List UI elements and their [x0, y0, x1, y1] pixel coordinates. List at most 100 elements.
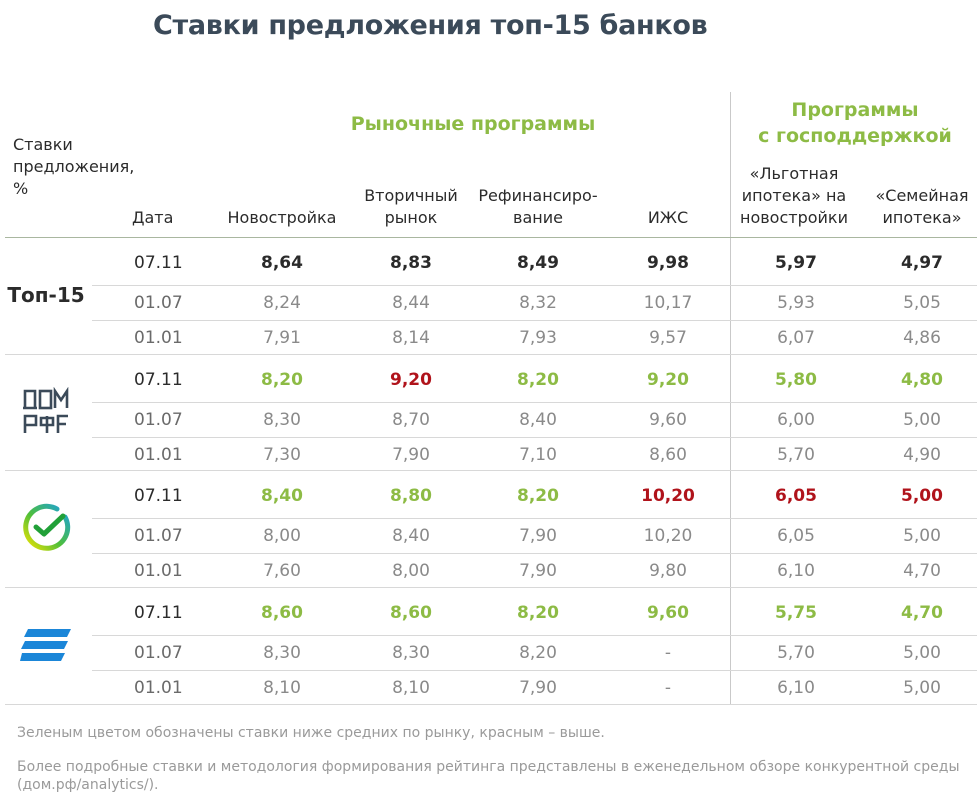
- table-top-line: [5, 237, 977, 238]
- gov-programs-header-line1: Программы: [791, 99, 919, 121]
- rate-cell: 8,60: [649, 445, 687, 465]
- rate-cell: 9,20: [647, 370, 689, 390]
- rate-cell: 5,93: [777, 293, 815, 313]
- rate-cell: 8,10: [392, 678, 430, 698]
- rate-cell: 7,10: [519, 445, 557, 465]
- row-divider: [92, 285, 977, 286]
- row-label-line1: Ставки: [13, 135, 73, 154]
- row-divider: [92, 320, 977, 321]
- rate-cell: 4,70: [903, 561, 941, 581]
- table-bottom-line: [5, 704, 977, 705]
- row-date: 01.07: [134, 643, 183, 663]
- rate-cell: 9,57: [649, 328, 687, 348]
- row-divider: [92, 402, 977, 403]
- vtb-logo-icon: [5, 617, 87, 673]
- col-secondary-line2: рынок: [384, 208, 438, 227]
- rate-cell: 5,70: [777, 643, 815, 663]
- row-divider: [92, 553, 977, 554]
- rate-cell: 7,90: [519, 561, 557, 581]
- col-izhs: ИЖС: [647, 208, 689, 227]
- rate-cell: 10,17: [643, 293, 693, 313]
- row-label-line2: предложения,: [13, 157, 135, 176]
- row-label-line3: %: [13, 179, 29, 198]
- col-family: «Семейная ипотека»: [866, 185, 977, 229]
- rate-cell: 5,00: [903, 526, 941, 546]
- rate-cell: 8,40: [261, 486, 303, 506]
- header-divider: [730, 92, 731, 242]
- row-date: 01.01: [134, 678, 183, 698]
- rate-cell: 8,00: [263, 526, 301, 546]
- rate-cell: 5,00: [903, 678, 941, 698]
- rate-cell: 5,75: [775, 603, 817, 623]
- rate-cell: 8,20: [517, 603, 559, 623]
- rate-cell: 8,20: [519, 643, 557, 663]
- vtb-logo-svg: [20, 629, 71, 661]
- rate-cell: 8,44: [392, 293, 430, 313]
- rate-cell: 5,05: [903, 293, 941, 313]
- row-date: 01.07: [134, 293, 183, 313]
- rate-cell: 8,24: [263, 293, 301, 313]
- row-date: 01.07: [134, 526, 183, 546]
- rate-cell: 8,49: [517, 253, 559, 273]
- col-refinancing-line1: Рефинансиро-: [478, 186, 598, 205]
- rate-cell: 8,10: [263, 678, 301, 698]
- row-divider: [92, 518, 977, 519]
- more-info-line2: (дом.рф/analytics/).: [17, 777, 159, 793]
- rate-cell: 6,05: [777, 526, 815, 546]
- rate-cell: 5,00: [903, 410, 941, 430]
- dom-rf-logo-icon: [5, 384, 87, 440]
- rate-cell: 8,14: [392, 328, 430, 348]
- rate-cell: 10,20: [641, 486, 695, 506]
- col-secondary: Вторичный рынок: [356, 185, 466, 229]
- rate-cell: 8,30: [263, 410, 301, 430]
- rate-cell: 8,80: [390, 486, 432, 506]
- col-refinancing: Рефинансиро- вание: [470, 185, 606, 229]
- rate-cell: 10,20: [643, 526, 693, 546]
- rate-cell: 4,97: [901, 253, 943, 273]
- rate-cell: 8,32: [519, 293, 557, 313]
- rate-cell: 8,20: [261, 370, 303, 390]
- row-date: 07.11: [134, 603, 183, 623]
- row-date: 07.11: [134, 370, 183, 390]
- rate-cell: 8,60: [390, 603, 432, 623]
- col-refinancing-line2: вание: [513, 208, 563, 227]
- rate-cell: 9,80: [649, 561, 687, 581]
- sber-logo-svg: [23, 503, 71, 551]
- row-date: 07.11: [134, 253, 183, 273]
- rate-cell: 8,00: [392, 561, 430, 581]
- rate-cell: 6,10: [777, 561, 815, 581]
- market-programs-header: Рыночные программы: [350, 113, 596, 135]
- top15-label: Топ-15: [5, 267, 87, 323]
- rate-cell: 8,64: [261, 253, 303, 273]
- col-new-buildings: Новостройка: [227, 208, 337, 227]
- bank-divider: [5, 587, 977, 588]
- row-date: 01.01: [134, 561, 183, 581]
- rate-cell: -: [664, 643, 672, 663]
- rate-cell: 9,98: [647, 253, 689, 273]
- bank-divider: [5, 354, 977, 355]
- col-lgot-line3: новостройки: [740, 208, 848, 227]
- col-lgot-line2: ипотека» на: [741, 186, 847, 205]
- legend-note: Зеленым цветом обозначены ставки ниже ср…: [17, 725, 605, 741]
- row-label: Ставки предложения, %: [13, 134, 134, 200]
- rate-cell: 5,00: [901, 486, 943, 506]
- col-date: Дата: [132, 208, 174, 227]
- rate-cell: 4,80: [901, 370, 943, 390]
- row-date: 01.07: [134, 410, 183, 430]
- row-divider: [92, 670, 977, 671]
- col-secondary-line1: Вторичный: [364, 186, 458, 205]
- rate-cell: 7,93: [519, 328, 557, 348]
- rate-cell: 8,20: [517, 370, 559, 390]
- col-family-line1: «Семейная: [875, 186, 969, 205]
- col-lgot: «Льготная ипотека» на новостройки: [734, 163, 854, 229]
- rate-cell: 4,90: [903, 445, 941, 465]
- top15-name: Топ-15: [7, 283, 85, 307]
- rate-cell: 8,83: [390, 253, 432, 273]
- rate-cell: 6,00: [777, 410, 815, 430]
- rate-cell: 7,30: [263, 445, 301, 465]
- rate-cell: 5,70: [777, 445, 815, 465]
- rate-cell: 8,20: [517, 486, 559, 506]
- row-divider: [92, 635, 977, 636]
- row-date: 01.01: [134, 328, 183, 348]
- dom-rf-logo-svg: [23, 387, 69, 433]
